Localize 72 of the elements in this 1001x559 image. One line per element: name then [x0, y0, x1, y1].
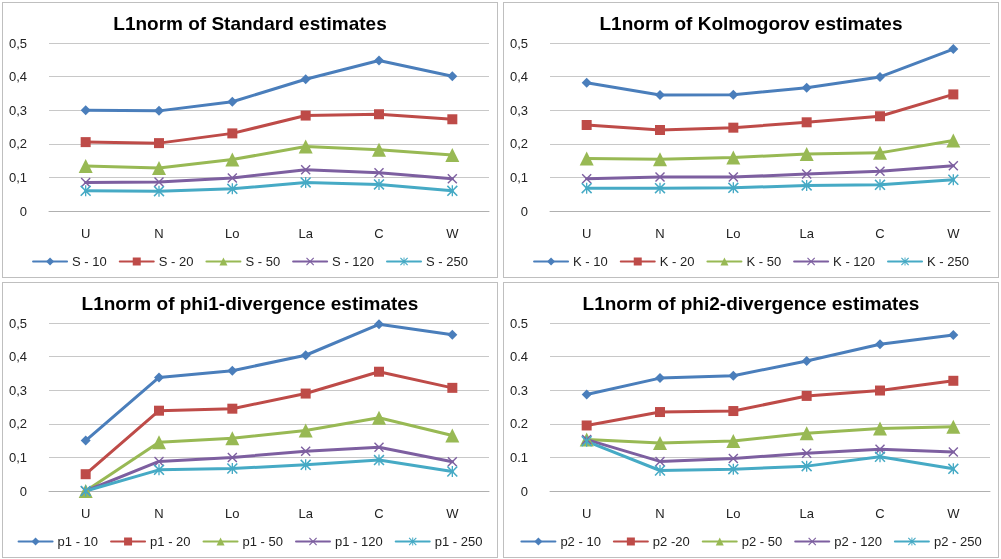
x-tick-label: U — [80, 226, 91, 241]
y-tick-label: 0,1 — [8, 449, 27, 465]
legend-label: S - 120 — [332, 254, 375, 269]
legend-label: p1 - 120 — [335, 534, 383, 549]
legend-label: p2 - 250 — [933, 534, 982, 549]
legend-label: S - 250 — [426, 254, 468, 269]
y-tick-label: 0 — [19, 203, 27, 219]
x-tick-label: La — [799, 506, 815, 521]
x-tick-label: Lo — [726, 226, 741, 241]
x-tick-label: U — [581, 226, 592, 241]
y-tick-label: 0,5 — [8, 35, 27, 51]
y-tick-label: 0,5 — [509, 35, 528, 51]
legend-label: p1 - 10 — [57, 534, 99, 549]
legend-label: K - 10 — [573, 254, 608, 269]
legend-label: S - 10 — [72, 254, 107, 269]
y-tick-label: 0,3 — [8, 382, 27, 398]
x-tick-label: U — [581, 506, 592, 521]
x-tick-label: La — [298, 226, 314, 241]
x-tick-label: U — [80, 506, 91, 521]
y-tick-label: 0,4 — [8, 69, 27, 85]
legend-label: p2 - 50 — [741, 534, 783, 549]
x-tick-label: W — [947, 226, 961, 241]
x-tick-label: W — [446, 506, 460, 521]
legend-label: K - 250 — [927, 254, 969, 269]
legend-label: p1 - 250 — [434, 534, 483, 549]
y-tick-label: 0,2 — [8, 416, 27, 432]
y-tick-label: 0 — [520, 483, 528, 499]
x-tick-label: Lo — [726, 506, 741, 521]
chart-title: L1norm of phi1-divergence estimates — [81, 293, 419, 314]
x-tick-label: N — [655, 226, 665, 241]
x-tick-label: N — [154, 226, 164, 241]
legend-label: K - 20 — [659, 254, 695, 269]
legend-label: p2 - 10 — [560, 534, 601, 549]
x-tick-label: W — [947, 506, 961, 521]
legend-label: S - 20 — [158, 254, 194, 269]
y-tick-label: 0,4 — [8, 349, 27, 365]
y-tick-label: 0,5 — [8, 315, 27, 331]
legend-label: p1 - 20 — [150, 534, 191, 549]
y-tick-label: 0.4 — [509, 349, 528, 365]
y-tick-label: 0.1 — [509, 449, 528, 465]
y-tick-label: 0,2 — [8, 136, 27, 152]
legend-label: K - 120 — [833, 254, 876, 269]
legend-label: p2 -20 — [652, 534, 690, 549]
legend-label: S - 50 — [245, 254, 281, 269]
chart-title: L1norm of Kolmogorov estimates — [599, 13, 903, 34]
x-tick-label: C — [875, 506, 885, 521]
y-tick-label: 0,2 — [509, 136, 528, 152]
chart-title: L1norm of phi2-divergence estimates — [582, 293, 920, 314]
x-tick-label: N — [154, 506, 164, 521]
y-tick-label: 0 — [520, 203, 528, 219]
y-tick-label: 0.5 — [509, 315, 528, 331]
x-tick-label: C — [875, 226, 885, 241]
y-tick-label: 0.3 — [509, 382, 528, 398]
y-tick-label: 0 — [19, 483, 27, 499]
y-tick-label: 0,3 — [8, 102, 27, 118]
x-tick-label: N — [655, 506, 665, 521]
x-tick-label: La — [298, 506, 314, 521]
x-tick-label: Lo — [225, 226, 240, 241]
x-tick-label: La — [799, 226, 815, 241]
legend-label: p1 - 50 — [242, 534, 284, 549]
x-tick-label: C — [374, 506, 384, 521]
legend-label: p2 - 120 — [834, 534, 882, 549]
x-tick-label: Lo — [225, 506, 240, 521]
chart-title: L1norm of Standard estimates — [113, 13, 387, 34]
legend-label: K - 50 — [746, 254, 782, 269]
y-tick-label: 0,4 — [509, 69, 528, 85]
x-tick-label: W — [446, 226, 460, 241]
x-tick-label: C — [374, 226, 384, 241]
y-tick-label: 0,1 — [8, 169, 27, 185]
y-tick-label: 0,1 — [509, 169, 528, 185]
y-tick-label: 0,3 — [509, 102, 528, 118]
y-tick-label: 0.2 — [509, 416, 528, 432]
